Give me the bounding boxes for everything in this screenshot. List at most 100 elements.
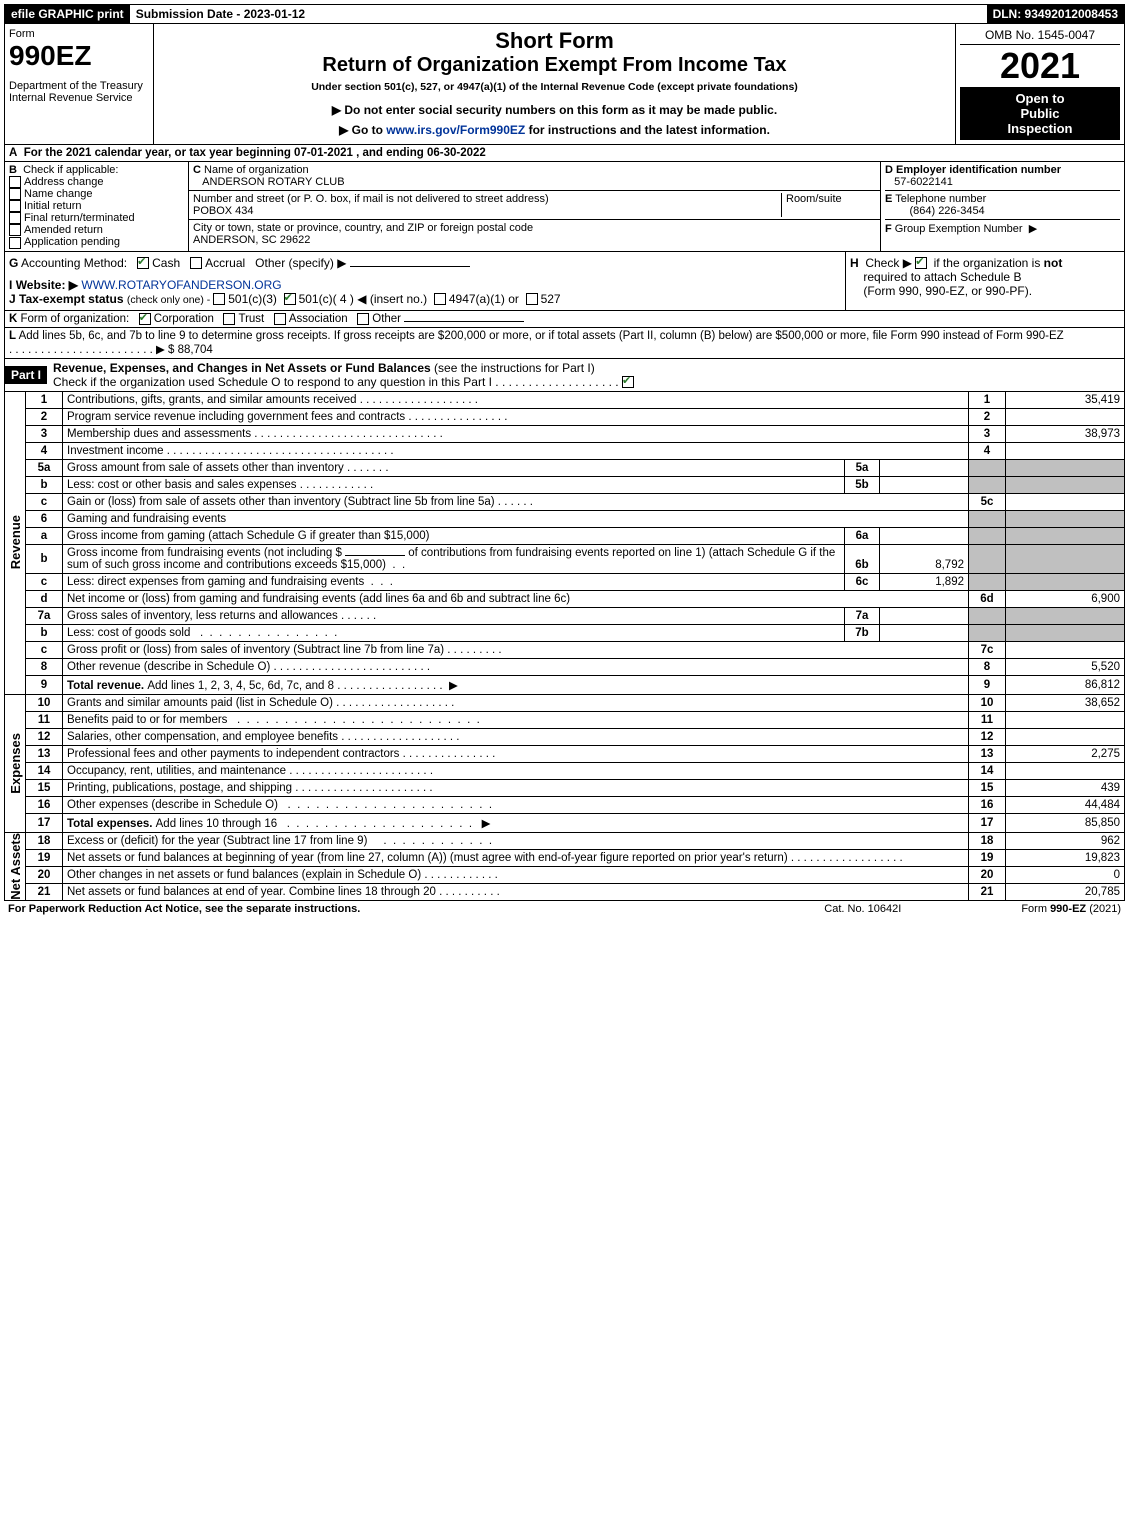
chk-amended-return[interactable] [9, 224, 21, 236]
section-a-text: For the 2021 calendar year, or tax year … [24, 147, 486, 159]
chk-corp[interactable] [139, 313, 151, 325]
b-label: Check if applicable: [23, 164, 118, 176]
expenses-table: 10Grants and similar amounts paid (list … [26, 695, 1125, 833]
subtitle: Under section 501(c), 527, or 4947(a)(1)… [158, 81, 951, 93]
opt-assoc: Association [289, 313, 348, 325]
i-label: Website: ▶ [16, 278, 78, 292]
ssn-warning: ▶ Do not enter social security numbers o… [158, 103, 951, 117]
line-7b: bLess: cost of goods sold . . . . . . . … [26, 624, 1125, 641]
line-18: 18Excess or (deficit) for the year (Subt… [26, 833, 1125, 850]
opt-trust: Trust [238, 313, 264, 325]
line-19: 19Net assets or fund balances at beginni… [26, 849, 1125, 866]
line-4: 4Investment income . . . . . . . . . . .… [26, 442, 1125, 459]
c-street-label: Number and street (or P. O. box, if mail… [193, 193, 549, 205]
footer: For Paperwork Reduction Act Notice, see … [4, 901, 1125, 917]
part1-check-line: Check if the organization used Schedule … [53, 375, 492, 389]
side-expenses: Expenses [8, 733, 23, 794]
opt-initial-return: Initial return [24, 200, 81, 212]
f-label: Group Exemption Number [895, 223, 1023, 235]
dept-2: Internal Revenue Service [9, 92, 149, 104]
opt-address-change: Address change [24, 176, 104, 188]
f-arrow: ▶ [1029, 223, 1037, 235]
chk-schedule-o[interactable] [622, 376, 634, 388]
chk-schedule-b[interactable] [915, 257, 927, 269]
inspection-box: Open to Public Inspection [960, 87, 1120, 140]
j-label-small: (check only one) - [127, 294, 213, 306]
chk-527[interactable] [526, 293, 538, 305]
section-gh: G Accounting Method: Cash Accrual Other … [4, 252, 1125, 311]
chk-trust[interactable] [223, 313, 235, 325]
chk-final-return[interactable] [9, 212, 21, 224]
chk-501c3[interactable] [213, 293, 225, 305]
opt-final-return: Final return/terminated [24, 212, 135, 224]
efile-label: efile GRAPHIC print [5, 5, 130, 23]
chk-application-pending[interactable] [9, 237, 21, 249]
section-bcdef: B Check if applicable: Address change Na… [4, 162, 1125, 252]
d-label: Employer identification number [896, 164, 1061, 176]
section-a: A For the 2021 calendar year, or tax yea… [4, 145, 1125, 162]
h-not: not [1044, 256, 1063, 270]
chk-address-change[interactable] [9, 176, 21, 188]
line-7a: 7aGross sales of inventory, less returns… [26, 607, 1125, 624]
goto-post: for instructions and the latest informat… [525, 123, 770, 137]
line-16: 16Other expenses (describe in Schedule O… [26, 796, 1125, 813]
part1-header-row: Part I Revenue, Expenses, and Changes in… [4, 359, 1125, 392]
opt-corp: Corporation [154, 313, 214, 325]
section-def: D Employer identification number 57-6022… [881, 162, 1124, 251]
chk-initial-return[interactable] [9, 200, 21, 212]
dln: DLN: 93492012008453 [987, 5, 1124, 23]
room-label: Room/suite [786, 193, 842, 205]
line-7c: cGross profit or (loss) from sales of in… [26, 641, 1125, 658]
l-text: Add lines 5b, 6c, and 7b to line 9 to de… [19, 330, 1064, 342]
inspect-2: Public [964, 106, 1116, 121]
line-17: 17Total expenses. Add lines 10 through 1… [26, 813, 1125, 832]
opt-other-method: Other (specify) ▶ [255, 256, 346, 270]
section-b: B Check if applicable: Address change Na… [5, 162, 189, 251]
opt-527: 527 [541, 292, 561, 306]
line-15: 15Printing, publications, postage, and s… [26, 779, 1125, 796]
revenue-block: Revenue 1Contributions, gifts, grants, a… [4, 392, 1125, 695]
line-5b: bLess: cost or other basis and sales exp… [26, 476, 1125, 493]
e-label: Telephone number [895, 193, 986, 205]
opt-501c: 501(c)( 4 ) ◀ (insert no.) [299, 292, 428, 306]
line-6b: bGross income from fundraising events (n… [26, 544, 1125, 573]
chk-name-change[interactable] [9, 188, 21, 200]
revenue-table: 1Contributions, gifts, grants, and simil… [26, 392, 1125, 695]
line-6a: aGross income from gaming (attach Schedu… [26, 527, 1125, 544]
line-13: 13Professional fees and other payments t… [26, 745, 1125, 762]
return-title: Return of Organization Exempt From Incom… [158, 54, 951, 77]
g-label: Accounting Method: [21, 256, 127, 270]
line-5c: cGain or (loss) from sale of assets othe… [26, 493, 1125, 510]
org-street: POBOX 434 [193, 205, 254, 217]
opt-application-pending: Application pending [24, 236, 120, 248]
chk-cash[interactable] [137, 257, 149, 269]
chk-accrual[interactable] [190, 257, 202, 269]
l-arrow: ▶ $ [156, 344, 174, 356]
footer-left: For Paperwork Reduction Act Notice, see … [8, 903, 360, 915]
form-header: Form 990EZ Department of the Treasury In… [4, 24, 1125, 145]
org-name: ANDERSON ROTARY CLUB [202, 176, 344, 188]
ein: 57-6022141 [894, 176, 953, 188]
website-link[interactable]: WWW.ROTARYOFANDERSON.ORG [81, 278, 281, 292]
chk-other-form[interactable] [357, 313, 369, 325]
expenses-block: Expenses 10Grants and similar amounts pa… [4, 695, 1125, 833]
inspect-3: Inspection [964, 121, 1116, 136]
h-pre: Check ▶ [865, 256, 915, 270]
opt-cash: Cash [152, 256, 180, 270]
line-20: 20Other changes in net assets or fund ba… [26, 866, 1125, 883]
goto-pre: ▶ Go to [339, 123, 386, 137]
chk-assoc[interactable] [274, 313, 286, 325]
section-l: L Add lines 5b, 6c, and 7b to line 9 to … [4, 328, 1125, 359]
chk-4947[interactable] [434, 293, 446, 305]
short-form-title: Short Form [158, 28, 951, 54]
goto-link[interactable]: www.irs.gov/Form990EZ [386, 123, 525, 137]
omb-number: OMB No. 1545-0047 [960, 28, 1120, 45]
line-6: 6Gaming and fundraising events [26, 510, 1125, 527]
line-1: 1Contributions, gifts, grants, and simil… [26, 392, 1125, 409]
l-value: 88,704 [178, 344, 213, 356]
h-line2: required to attach Schedule B [863, 270, 1021, 284]
c-city-label: City or town, state or province, country… [193, 222, 533, 234]
footer-mid: Cat. No. 10642I [824, 903, 901, 915]
line-3: 3Membership dues and assessments . . . .… [26, 425, 1125, 442]
chk-501c[interactable] [284, 293, 296, 305]
